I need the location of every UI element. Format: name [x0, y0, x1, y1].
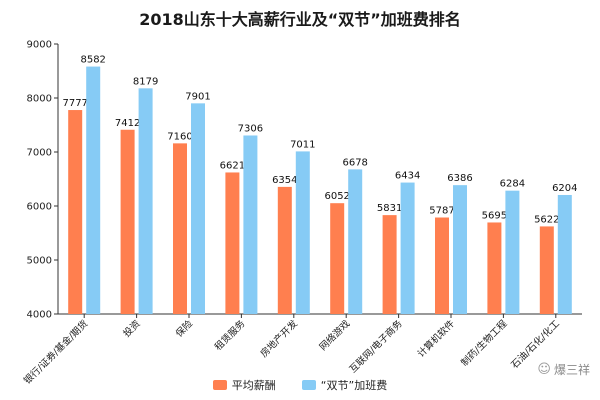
- bar-salary: [120, 129, 135, 314]
- bar-salary: [487, 222, 502, 314]
- bar-overtime: [138, 88, 153, 314]
- x-category-label: 网络游戏: [317, 317, 353, 353]
- bar-salary: [173, 143, 187, 314]
- data-label: 6354: [272, 175, 297, 186]
- y-tick-label: 5000: [27, 256, 52, 267]
- legend-label-overtime: “双节”加班费: [320, 379, 388, 392]
- x-category-label: 计算机软件: [415, 317, 457, 359]
- bar-overtime: [348, 169, 363, 314]
- data-label: 7160: [167, 131, 192, 142]
- bar-salary: [435, 217, 449, 314]
- legend-label-salary: 平均薪酬: [231, 379, 276, 392]
- y-tick-label: 6000: [27, 202, 52, 213]
- data-label: 8179: [133, 76, 158, 87]
- y-tick-label: 7000: [27, 148, 52, 159]
- data-label: 7777: [62, 98, 87, 109]
- bar-overtime: [191, 103, 205, 314]
- data-label: 7306: [238, 123, 263, 134]
- bar-overtime: [295, 151, 310, 314]
- data-label: 6678: [342, 157, 367, 168]
- x-category-label: 互联网/电子商务: [347, 317, 405, 375]
- data-label: 6434: [395, 171, 420, 182]
- bar-salary: [330, 203, 345, 314]
- data-label: 6621: [220, 160, 245, 171]
- bar-salary: [225, 172, 240, 314]
- x-category-label: 保险: [173, 317, 195, 339]
- bar-overtime: [400, 182, 415, 314]
- legend-item-salary: 平均薪酬: [212, 377, 276, 393]
- y-tick-label: 8000: [27, 94, 52, 105]
- y-tick-label: 9000: [27, 40, 52, 51]
- watermark-text: 爆三祥: [553, 363, 590, 377]
- data-label: 5787: [429, 206, 454, 217]
- bar-overtime: [243, 135, 258, 314]
- data-label: 5622: [534, 214, 559, 225]
- watermark: ☺ 爆三祥: [537, 361, 590, 378]
- data-label: 5695: [482, 210, 507, 221]
- data-label: 7412: [115, 118, 140, 129]
- data-label: 6204: [552, 183, 577, 194]
- legend-item-overtime: “双节”加班费: [301, 377, 388, 393]
- x-category-label: 房地产开发: [258, 317, 300, 359]
- legend-swatch-overtime: [301, 380, 316, 390]
- bar-salary: [539, 226, 554, 314]
- legend: 平均薪酬 “双节”加班费: [0, 377, 600, 393]
- data-label: 5831: [377, 203, 402, 214]
- legend-swatch-salary: [212, 380, 227, 390]
- y-tick-label: 4000: [27, 310, 52, 321]
- wechat-bubble-icon: ☺: [537, 362, 551, 377]
- bar-overtime: [86, 66, 101, 315]
- data-label: 7901: [185, 91, 210, 102]
- data-label: 6052: [324, 191, 349, 202]
- bar-salary: [68, 110, 83, 315]
- bar-salary: [277, 186, 292, 314]
- chart-title: 2018山东十大高薪行业及“双节”加班费排名: [139, 10, 461, 29]
- data-label: 8582: [80, 55, 105, 66]
- x-category-label: 投资: [121, 317, 143, 339]
- bar-overtime: [505, 190, 520, 314]
- bar-overtime: [557, 194, 572, 314]
- data-label: 6284: [500, 179, 525, 190]
- data-label: 7011: [290, 139, 315, 150]
- data-label: 6386: [447, 173, 472, 184]
- x-category-label: 制药/生物工程: [458, 317, 509, 368]
- x-category-label: 租赁服务: [212, 317, 248, 353]
- bar-overtime: [453, 185, 467, 314]
- bar-salary: [382, 215, 397, 314]
